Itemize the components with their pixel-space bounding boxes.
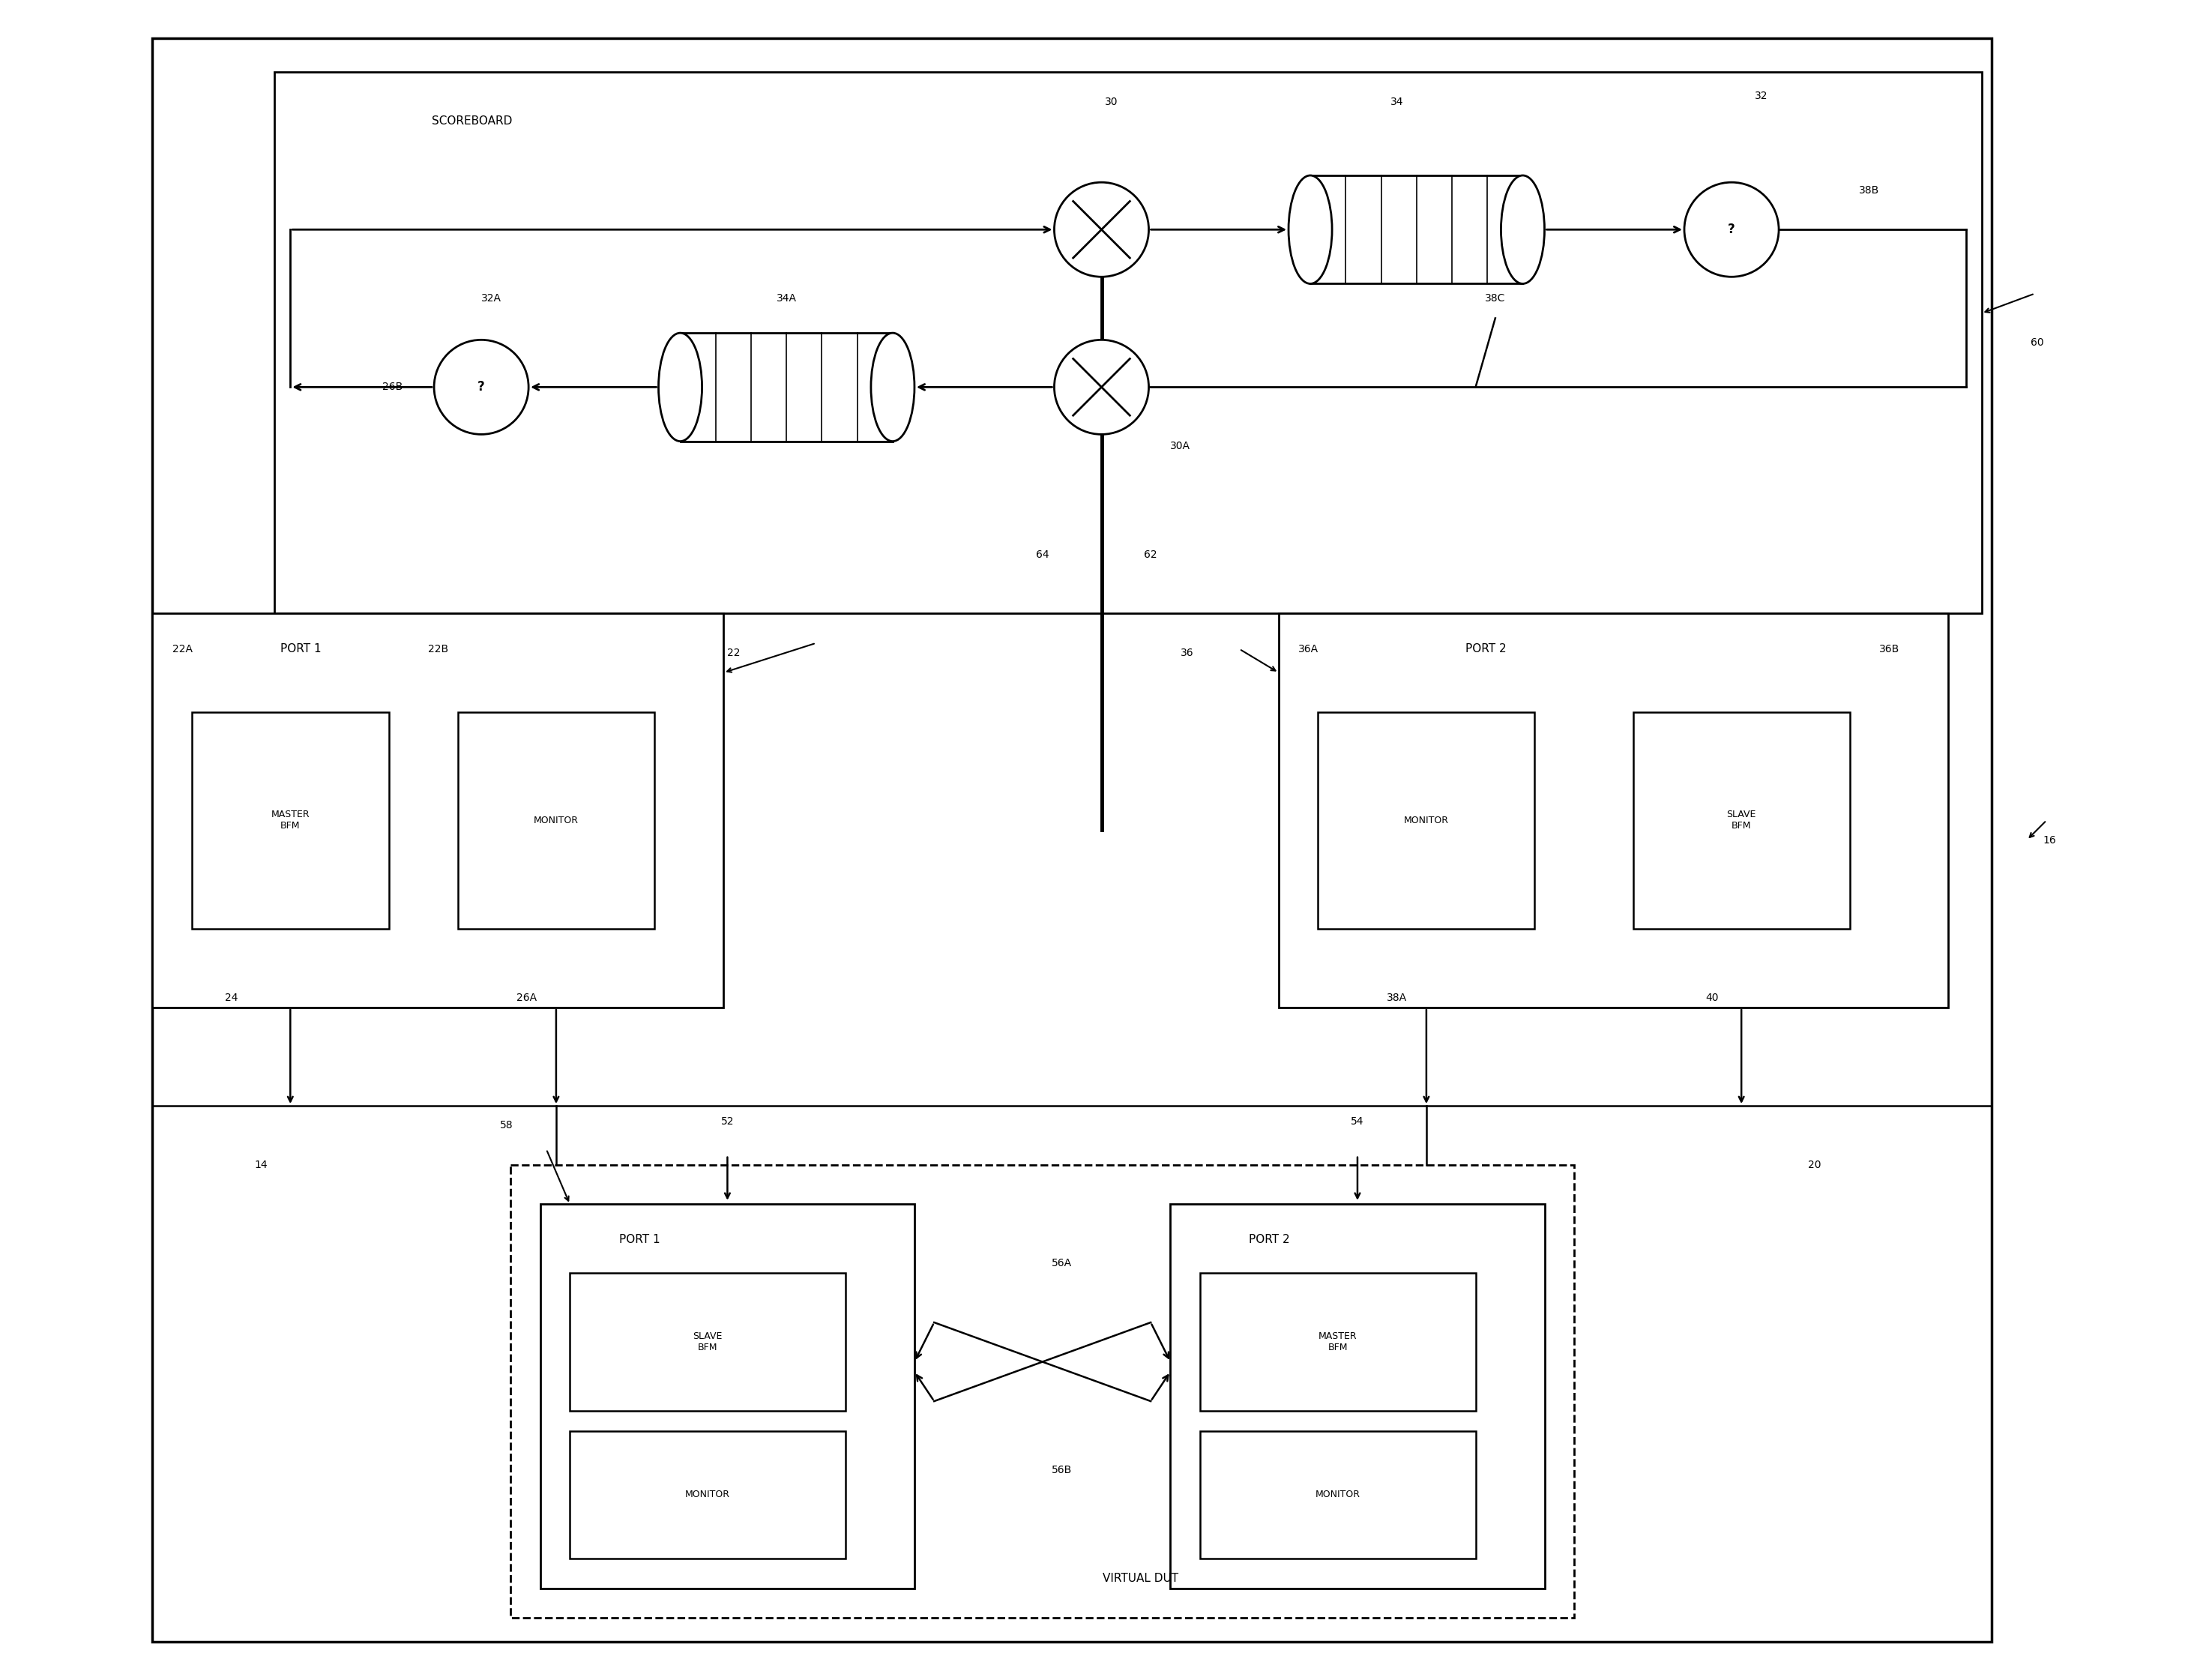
Bar xyxy=(275,72,1980,613)
Text: 36A: 36A xyxy=(1298,643,1320,654)
Bar xyxy=(571,1273,846,1411)
Text: 26A: 26A xyxy=(516,993,538,1003)
Text: 22B: 22B xyxy=(427,643,449,654)
Text: 38A: 38A xyxy=(1386,993,1408,1003)
Text: PORT 1: PORT 1 xyxy=(619,1235,661,1245)
Text: MASTER
BFM: MASTER BFM xyxy=(1317,1332,1357,1352)
Text: 52: 52 xyxy=(720,1116,734,1127)
Text: 32A: 32A xyxy=(480,294,502,304)
Text: PORT 2: PORT 2 xyxy=(1465,643,1507,655)
Text: 30: 30 xyxy=(1104,96,1117,108)
Text: 22: 22 xyxy=(727,648,740,659)
Text: 36: 36 xyxy=(1181,648,1194,659)
Text: 32: 32 xyxy=(1754,91,1767,101)
Circle shape xyxy=(1685,183,1778,277)
Text: 34: 34 xyxy=(1390,96,1403,108)
Bar xyxy=(511,1164,1573,1618)
Bar xyxy=(458,712,654,929)
Text: 58: 58 xyxy=(500,1121,513,1131)
Text: 56A: 56A xyxy=(1053,1258,1073,1268)
Bar xyxy=(571,1431,846,1559)
Text: 36B: 36B xyxy=(1879,643,1899,654)
Ellipse shape xyxy=(1289,175,1333,284)
Text: 38C: 38C xyxy=(1485,294,1505,304)
Text: PORT 2: PORT 2 xyxy=(1249,1235,1291,1245)
Text: 14: 14 xyxy=(253,1159,267,1171)
Bar xyxy=(192,712,388,929)
Text: MONITOR: MONITOR xyxy=(1403,815,1450,825)
Text: 16: 16 xyxy=(2042,835,2055,845)
Bar xyxy=(540,1205,914,1588)
Text: 30A: 30A xyxy=(1170,440,1190,452)
Text: PORT 1: PORT 1 xyxy=(280,643,322,655)
Text: SCOREBOARD: SCOREBOARD xyxy=(432,116,513,128)
Bar xyxy=(1317,712,1535,929)
Text: 38B: 38B xyxy=(1859,185,1879,195)
Text: 60: 60 xyxy=(2031,338,2044,348)
Bar xyxy=(1201,1273,1476,1411)
Text: ?: ? xyxy=(1727,223,1736,237)
Text: 34A: 34A xyxy=(775,294,797,304)
Text: MASTER
BFM: MASTER BFM xyxy=(271,810,311,832)
Bar xyxy=(681,333,892,442)
Circle shape xyxy=(434,339,529,435)
Text: MONITOR: MONITOR xyxy=(533,815,579,825)
Text: MONITOR: MONITOR xyxy=(1315,1490,1359,1500)
Circle shape xyxy=(1055,339,1148,435)
Text: MONITOR: MONITOR xyxy=(685,1490,729,1500)
Text: 20: 20 xyxy=(1809,1159,1822,1171)
Bar xyxy=(152,613,723,1008)
Text: ?: ? xyxy=(478,380,485,393)
Bar xyxy=(1278,613,1947,1008)
Text: 22A: 22A xyxy=(172,643,192,654)
Bar xyxy=(1201,1431,1476,1559)
Text: SLAVE
BFM: SLAVE BFM xyxy=(1727,810,1756,832)
Text: 64: 64 xyxy=(1035,549,1049,559)
Ellipse shape xyxy=(1500,175,1544,284)
Text: VIRTUAL DUT: VIRTUAL DUT xyxy=(1104,1572,1179,1584)
Ellipse shape xyxy=(659,333,703,442)
Circle shape xyxy=(1055,183,1148,277)
Bar xyxy=(1632,712,1851,929)
Text: 56B: 56B xyxy=(1051,1465,1073,1475)
Text: 54: 54 xyxy=(1350,1116,1364,1127)
Bar xyxy=(1170,1205,1544,1588)
Text: 24: 24 xyxy=(225,993,238,1003)
Text: 26B: 26B xyxy=(383,381,403,393)
Text: 62: 62 xyxy=(1143,549,1157,559)
Text: 40: 40 xyxy=(1705,993,1718,1003)
Bar xyxy=(1311,175,1522,284)
Ellipse shape xyxy=(870,333,914,442)
Text: SLAVE
BFM: SLAVE BFM xyxy=(694,1332,723,1352)
